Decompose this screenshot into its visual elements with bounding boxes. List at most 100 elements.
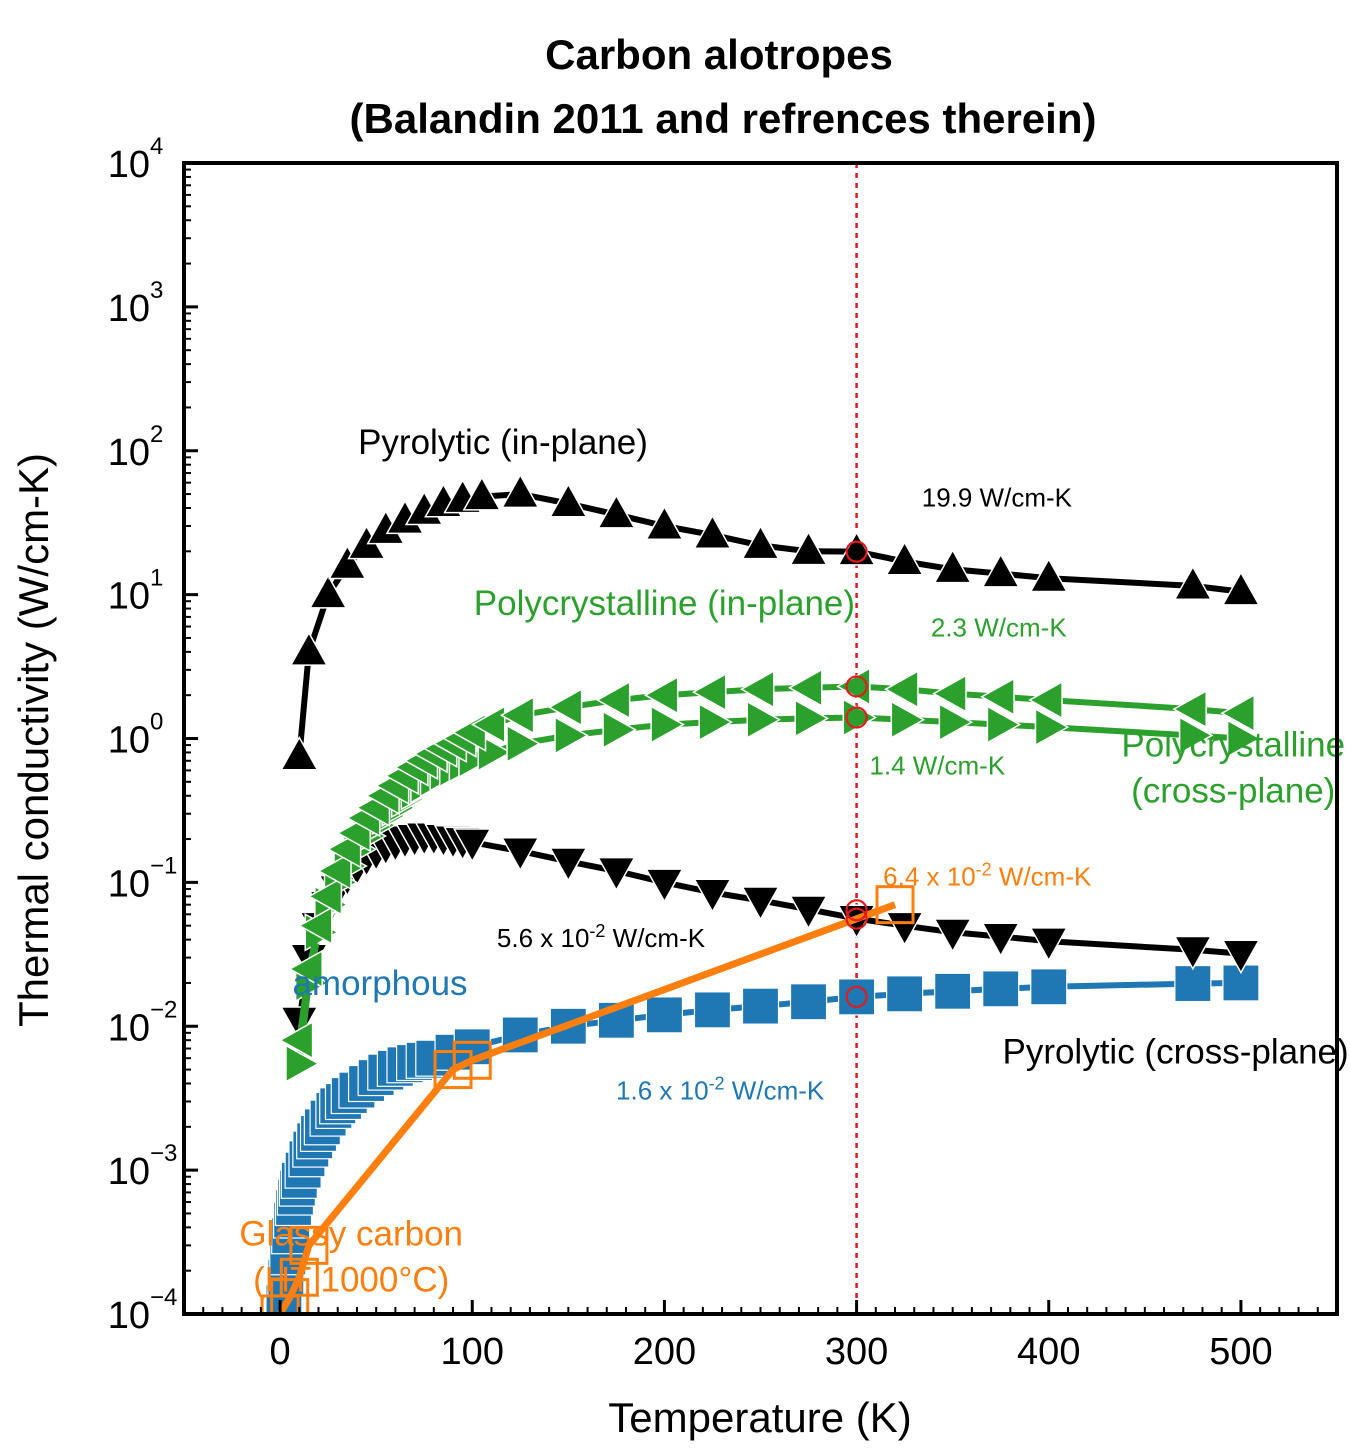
data-point-amorphous [886, 975, 924, 1013]
value-label-ann-pyro-in: 19.9 W/cm-K [922, 482, 1073, 512]
data-point-pyrolytic-cross-plane [981, 922, 1021, 958]
data-point-pyrolytic-in-plane [645, 505, 684, 541]
data-point-pyrolytic-in-plane [1173, 565, 1213, 600]
data-point-pyrolytic-cross-plane [741, 886, 780, 921]
data-point-polycrystalline-in-plane [317, 851, 352, 891]
data-point-polycrystalline-cross-plane [842, 698, 878, 737]
data-point-pyrolytic-cross-plane [452, 828, 492, 863]
series-label-line: Pyrolytic (cross-plane) [1002, 1033, 1348, 1072]
value-label-base: 5.6 x 10 [497, 923, 590, 953]
data-point-pyrolytic-cross-plane [933, 918, 972, 953]
series-label-amorphous: amorphous [292, 964, 467, 1003]
data-point-polycrystalline-in-plane [1172, 689, 1207, 729]
data-point-pyrolytic-in-plane [462, 476, 502, 511]
value-label-unit: W/cm-K [992, 862, 1092, 892]
plot-clipped-group [260, 163, 1262, 1314]
data-point-polycrystalline-in-plane [470, 705, 506, 744]
series-label-polycrystalline-cross-plane: Polycrystalline (cross-plane) [1121, 725, 1345, 810]
y-tick-exponent: 0 [150, 709, 163, 736]
series-label-line: Polycrystalline [1121, 725, 1345, 764]
data-point-polycrystalline-cross-plane [1226, 719, 1262, 758]
x-tick-label: 400 [1017, 1331, 1080, 1373]
data-point-glassy-carbon [875, 885, 915, 925]
data-point-pyrolytic-cross-plane [1173, 935, 1213, 971]
data-point-amorphous [1030, 968, 1068, 1006]
data-point-amorphous [645, 996, 684, 1034]
y-tick-label: 10 [108, 863, 150, 905]
value-label-ann-glassy: 6.4 x 10-2 W/cm-K [883, 860, 1092, 892]
data-point-pyrolytic-in-plane [328, 544, 367, 580]
data-point-pyrolytic-cross-plane [645, 868, 684, 903]
data-point-polycrystalline-in-plane [288, 949, 323, 989]
data-point-pyrolytic-in-plane [741, 524, 780, 560]
data-point-pyrolytic-cross-plane [1029, 927, 1069, 962]
series-label-line: (cross-plane) [1131, 771, 1335, 810]
y-tick-exponent: 1 [150, 565, 163, 592]
reference-point-ann-pyro-in [845, 540, 868, 563]
data-point-polycrystalline-cross-plane [1034, 707, 1070, 747]
data-point-pyrolytic-in-plane [885, 540, 924, 576]
data-point-polycrystalline-cross-plane [285, 1044, 320, 1083]
value-label-ann-poly-in: 2.3 W/cm-K [931, 613, 1067, 643]
data-point-polycrystalline-cross-plane [938, 702, 974, 742]
data-point-polycrystalline-in-plane [1220, 693, 1255, 733]
data-point-glassy-carbon [289, 1225, 329, 1265]
data-point-polycrystalline-cross-plane [986, 705, 1022, 744]
x-tick-label: 200 [633, 1331, 696, 1373]
data-point-pyrolytic-in-plane [279, 735, 319, 771]
chart-title: Carbon alotropes (Balandin 2011 and refr… [350, 31, 1097, 142]
data-point-pyrolytic-in-plane [308, 574, 348, 609]
chart-title-line-1: Carbon alotropes [545, 31, 893, 78]
data-point-polycrystalline-cross-plane [602, 710, 637, 750]
x-tick-label: 100 [441, 1331, 504, 1373]
data-point-pyrolytic-cross-plane [500, 837, 540, 872]
series-label-pyrolytic-cross-plane: Pyrolytic (cross-plane) [1002, 1033, 1348, 1072]
y-tick-label: 10 [108, 144, 150, 186]
y-tick-exponent: 2 [150, 421, 163, 448]
data-point-pyrolytic-in-plane [693, 514, 732, 549]
data-point-polycrystalline-in-plane [595, 680, 631, 720]
data-point-pyrolytic-cross-plane [789, 895, 828, 930]
data-point-pyrolytic-in-plane [289, 631, 329, 666]
y-tick-exponent: −1 [150, 852, 177, 879]
data-point-polycrystalline-in-plane [836, 667, 871, 706]
value-label-ann-poly-cross: 1.4 W/cm-K [869, 751, 1005, 781]
data-point-polycrystalline-cross-plane [650, 705, 685, 744]
reference-point-ann-amorphous [845, 985, 868, 1008]
data-point-pyrolytic-cross-plane [549, 847, 588, 882]
y-axis-label: Thermal conductivity (W/cm-K) [10, 453, 57, 1027]
y-tick-label: 10 [108, 720, 150, 762]
reference-point-ann-poly-cross [845, 706, 868, 729]
value-label-exponent: -2 [976, 860, 992, 880]
y-tick-label: 10 [108, 1151, 150, 1193]
reference-point-ann-glassy [845, 899, 868, 922]
series-label-line: Pyrolytic (in-plane) [358, 423, 648, 462]
data-point-polycrystalline-cross-plane [794, 699, 830, 738]
data-point-polycrystalline-in-plane [980, 677, 1015, 717]
data-point-polycrystalline-in-plane [297, 906, 333, 946]
value-label-unit: W/cm-K [605, 923, 705, 953]
data-point-pyrolytic-cross-plane [1221, 939, 1261, 975]
value-label-exponent: -2 [709, 1073, 725, 1093]
data-point-polycrystalline-cross-plane [746, 700, 782, 740]
y-tick-label: 10 [108, 576, 150, 618]
data-point-polycrystalline-in-plane [307, 876, 343, 916]
data-point-polycrystalline-in-plane [691, 672, 727, 712]
reference-point-ann-poly-in [845, 675, 868, 698]
data-point-glassy-carbon [279, 1257, 319, 1297]
data-point-pyrolytic-in-plane [789, 530, 828, 566]
data-point-amorphous [934, 972, 972, 1010]
data-point-pyrolytic-in-plane [1029, 557, 1069, 593]
series-label-line: (HT 1000°C) [253, 1260, 449, 1299]
series-label-line: Glassy carbon [239, 1214, 463, 1253]
data-point-polycrystalline-cross-plane [506, 724, 541, 764]
y-tick-label: 10 [108, 288, 150, 330]
x-tick-label: 0 [270, 1331, 291, 1373]
chart-title-line-2: (Balandin 2011 and refrences therein) [350, 95, 1097, 142]
data-point-amorphous [741, 987, 780, 1025]
y-tick-exponent: 4 [150, 133, 163, 160]
y-tick-exponent: −4 [150, 1284, 177, 1311]
data-point-polycrystalline-in-plane [1028, 680, 1063, 720]
x-axis-label: Temperature (K) [608, 1394, 911, 1441]
